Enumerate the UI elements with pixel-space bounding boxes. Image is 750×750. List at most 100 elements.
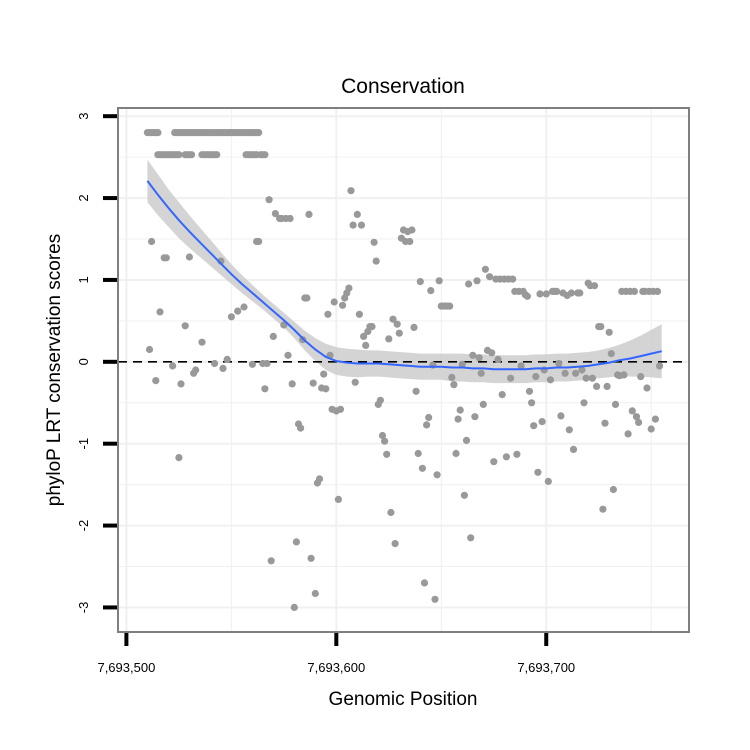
data-point [169, 362, 177, 370]
data-point [240, 303, 248, 311]
data-point [427, 287, 435, 295]
data-point [509, 275, 517, 283]
data-point [345, 284, 353, 292]
data-point [460, 491, 468, 499]
data-point [351, 378, 359, 386]
data-point [450, 381, 458, 389]
data-point [395, 329, 403, 337]
data-point [145, 345, 154, 354]
data-point [517, 362, 525, 370]
data-point [446, 302, 454, 310]
data-point [588, 374, 597, 382]
data-point [431, 595, 439, 603]
data-point [248, 360, 256, 368]
y-tick-label: 3 [76, 113, 91, 120]
data-point [536, 290, 544, 298]
data-point [656, 362, 664, 370]
data-point [362, 341, 370, 349]
data-point [309, 379, 317, 387]
data-point [192, 366, 200, 374]
data-point [542, 290, 550, 298]
data-point [391, 540, 399, 548]
data-point [322, 385, 330, 393]
data-point [593, 382, 601, 390]
data-point [156, 308, 164, 316]
confidence-band [147, 159, 662, 384]
data-point [467, 534, 475, 542]
data-point [458, 360, 466, 368]
data-point [647, 425, 655, 433]
data-point [607, 350, 615, 358]
data-point [603, 382, 611, 390]
data-point [284, 351, 292, 359]
data-point [353, 210, 361, 218]
data-point [454, 415, 462, 423]
data-point [177, 380, 185, 388]
data-point [580, 399, 588, 407]
data-point [307, 554, 315, 562]
data-point [651, 415, 660, 423]
data-point [385, 335, 393, 343]
data-point [469, 351, 477, 359]
data-point [223, 355, 231, 363]
y-tick-label: -1 [76, 438, 91, 450]
data-point [609, 485, 618, 494]
data-point [303, 294, 311, 302]
data-point [637, 373, 645, 381]
data-point [582, 374, 590, 382]
data-point [473, 277, 481, 285]
data-point [152, 377, 160, 385]
data-point [643, 384, 651, 392]
data-point [555, 359, 563, 368]
data-point [534, 468, 542, 476]
data-point [297, 424, 305, 432]
data-point [280, 321, 288, 329]
data-point [569, 445, 578, 453]
data-point [292, 538, 300, 546]
data-point [198, 338, 206, 346]
data-point [355, 310, 363, 318]
x-axis-label: Genomic Position [329, 689, 478, 710]
data-point [393, 320, 401, 328]
data-point [255, 129, 263, 137]
data-point [628, 407, 636, 415]
data-point [532, 373, 540, 381]
data-point [162, 254, 170, 262]
data-point [477, 369, 485, 377]
data-point [227, 313, 235, 321]
data-point [599, 505, 607, 513]
data-point [479, 400, 487, 408]
data-point [347, 187, 355, 195]
data-point [605, 328, 613, 336]
data-point [565, 426, 573, 434]
y-tick-label: 0 [76, 358, 91, 365]
data-point [219, 364, 227, 372]
smooth-line-layer [146, 180, 662, 371]
data-point [387, 508, 395, 517]
data-point [632, 413, 641, 421]
data-point [410, 323, 418, 331]
y-tick-label: -3 [76, 602, 91, 614]
data-point [290, 603, 298, 612]
data-point [433, 471, 441, 479]
data-point [494, 355, 502, 363]
x-tick-label: 7,693,500 [97, 660, 155, 675]
axis-layer: 7,693,500 7,693,600 7,693,700 -3 -2 -1 0 1 2 3 [76, 113, 575, 675]
data-point [653, 287, 662, 295]
data-point [538, 418, 546, 426]
data-point [425, 413, 433, 422]
data-point [265, 196, 273, 204]
data-point [475, 354, 483, 362]
data-point [305, 210, 313, 218]
data-point [490, 458, 498, 466]
confidence-band-layer [147, 159, 662, 384]
data-point [502, 453, 510, 461]
data-point [523, 292, 532, 300]
data-point [175, 454, 183, 462]
data-point [486, 273, 494, 281]
x-tick-label: 7,693,600 [307, 660, 365, 675]
data-point [334, 495, 342, 503]
data-point [324, 310, 332, 318]
data-point [234, 307, 242, 315]
